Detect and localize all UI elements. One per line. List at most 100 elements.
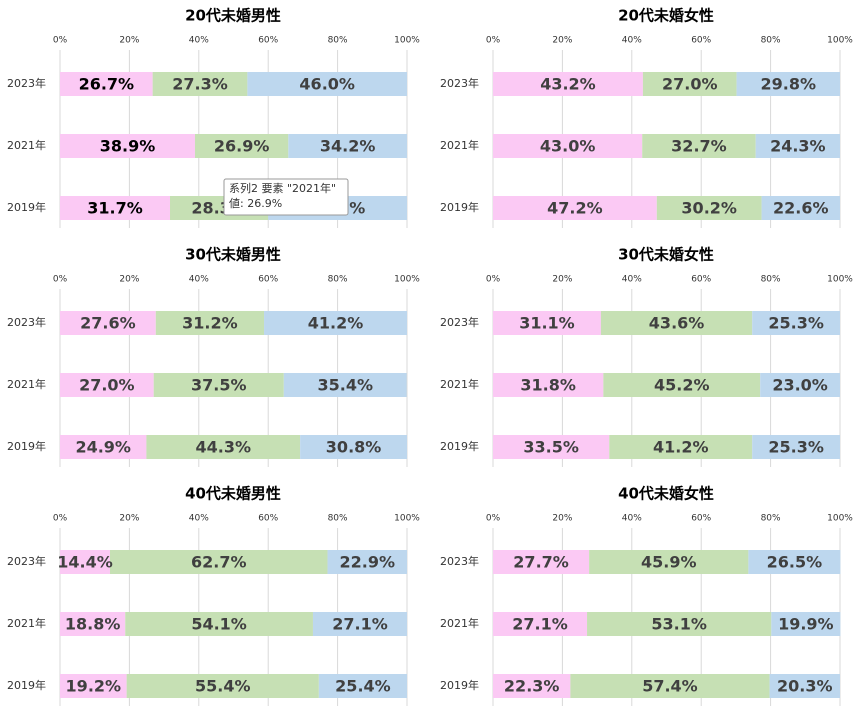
bar-segment <box>60 674 127 698</box>
data-label: 25.4% <box>335 677 391 696</box>
x-tick-label: 60% <box>258 275 278 285</box>
data-label: 35.4% <box>317 376 373 395</box>
y-tick-label: 2019年 <box>440 678 479 692</box>
bar-segment <box>60 435 147 459</box>
bar-segment <box>60 612 126 636</box>
data-label: 31.8% <box>520 376 576 395</box>
bar-segment <box>493 134 643 158</box>
bar-segment <box>771 612 841 636</box>
chart-title: 40代未婚女性 <box>618 485 714 503</box>
bar-segment <box>60 134 195 158</box>
x-tick-label: 80% <box>328 36 348 46</box>
bar-segment <box>247 72 407 96</box>
y-tick-label: 2019年 <box>440 439 479 453</box>
data-label: 43.6% <box>649 314 705 333</box>
bar-segment <box>736 72 840 96</box>
x-tick-label: 0% <box>53 36 68 46</box>
data-label: 47.2% <box>547 199 603 218</box>
bar-segment <box>60 196 170 220</box>
data-label: 38.9% <box>100 137 156 156</box>
bar-segment <box>600 311 753 335</box>
data-label: 57.4% <box>642 677 698 696</box>
data-label: 55.4% <box>195 677 251 696</box>
bar-segment <box>642 72 737 96</box>
x-tick-label: 100% <box>827 36 853 46</box>
bar-segment <box>752 311 840 335</box>
bar-segment <box>60 373 154 397</box>
data-label: 30.8% <box>326 438 382 457</box>
data-label: 27.1% <box>512 615 568 634</box>
y-tick-label: 2023年 <box>440 76 479 90</box>
bar-segment <box>493 435 610 459</box>
bar-segment <box>152 72 248 96</box>
data-label: 31.2% <box>182 314 238 333</box>
bar-segment <box>493 311 601 335</box>
chart-title: 30代未婚男性 <box>185 246 281 264</box>
bar-segment <box>300 435 407 459</box>
y-tick-label: 2021年 <box>7 138 46 152</box>
x-tick-label: 60% <box>691 36 711 46</box>
data-label: 20.3% <box>777 677 833 696</box>
x-tick-label: 0% <box>486 275 501 285</box>
x-tick-label: 40% <box>622 514 642 524</box>
x-tick-label: 80% <box>328 514 348 524</box>
tooltip-box <box>223 178 349 216</box>
bar-segment <box>60 311 156 335</box>
data-label: 30.2% <box>681 199 737 218</box>
y-tick-label: 2023年 <box>7 76 46 90</box>
data-label: 27.7% <box>513 553 569 572</box>
y-tick-label: 2023年 <box>7 554 46 568</box>
y-tick-label: 2023年 <box>440 315 479 329</box>
bar-segment <box>589 550 749 574</box>
data-label: 27.0% <box>79 376 135 395</box>
data-label: 41.2% <box>308 314 364 333</box>
x-tick-label: 60% <box>691 514 711 524</box>
bar-segment <box>264 311 407 335</box>
data-label: 44.3% <box>196 438 252 457</box>
y-tick-label: 2023年 <box>440 554 479 568</box>
x-tick-label: 40% <box>189 36 209 46</box>
bar-segment <box>146 435 301 459</box>
data-label: 25.3% <box>768 438 824 457</box>
data-label: 22.6% <box>773 199 829 218</box>
data-label: 34.2% <box>320 137 376 156</box>
bar-segment <box>312 612 407 636</box>
data-label: 19.2% <box>66 677 122 696</box>
x-tick-label: 40% <box>189 275 209 285</box>
bar-segment <box>493 612 588 636</box>
chart-title: 20代未婚男性 <box>185 7 281 25</box>
x-tick-label: 0% <box>53 275 68 285</box>
x-tick-label: 100% <box>827 514 853 524</box>
y-tick-label: 2019年 <box>440 200 479 214</box>
data-label: 62.7% <box>191 553 247 572</box>
bar-segment <box>60 72 153 96</box>
tooltip-text: 値: 26.9% <box>229 197 282 210</box>
data-label: 45.9% <box>641 553 697 572</box>
data-label: 32.7% <box>671 137 727 156</box>
y-tick-label: 2023年 <box>7 315 46 329</box>
x-tick-label: 20% <box>552 275 572 285</box>
data-label: 22.9% <box>340 553 396 572</box>
tooltip: 系列2 要素 "2021年" 値: 26.9% <box>223 178 349 216</box>
data-label: 29.8% <box>761 75 817 94</box>
data-label: 22.3% <box>504 677 560 696</box>
data-label: 46.0% <box>299 75 355 94</box>
data-label: 31.7% <box>87 199 143 218</box>
chart-title: 30代未婚女性 <box>618 246 714 264</box>
bar-segment <box>493 72 643 96</box>
data-label: 24.3% <box>770 137 826 156</box>
bar-segment <box>109 550 328 574</box>
x-tick-label: 20% <box>119 36 139 46</box>
y-tick-label: 2019年 <box>7 678 46 692</box>
y-tick-label: 2021年 <box>440 616 479 630</box>
data-label: 41.2% <box>653 438 709 457</box>
y-tick-label: 2019年 <box>7 200 46 214</box>
data-label: 27.0% <box>662 75 718 94</box>
x-tick-label: 80% <box>761 275 781 285</box>
bar-segment <box>493 674 571 698</box>
y-tick-label: 2019年 <box>7 439 46 453</box>
bar-segment <box>656 196 762 220</box>
data-label: 37.5% <box>191 376 247 395</box>
x-tick-label: 20% <box>119 514 139 524</box>
bar-segment <box>153 373 284 397</box>
